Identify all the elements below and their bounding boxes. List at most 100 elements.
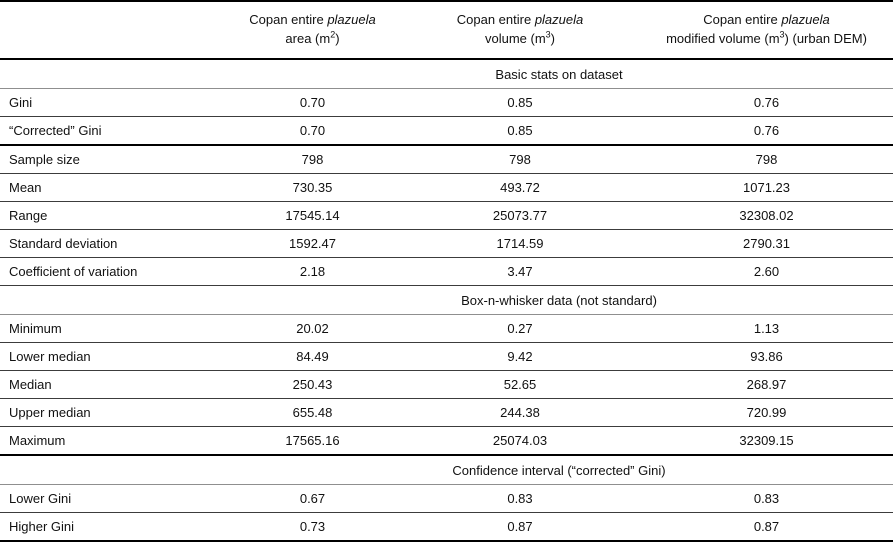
table-body: Basic stats on dataset Gini 0.70 0.85 0.… bbox=[0, 59, 893, 541]
header-row: Copan entire plazuela area (m2) Copan en… bbox=[0, 1, 893, 60]
cell-value: 17565.16 bbox=[225, 426, 400, 456]
cell-value: 0.70 bbox=[225, 116, 400, 146]
cell-value: 798 bbox=[400, 145, 640, 174]
cell-value: 3.47 bbox=[400, 257, 640, 286]
cell-value: 720.99 bbox=[640, 398, 893, 427]
cell-value: 32309.15 bbox=[640, 426, 893, 456]
table-row-mean: Mean 730.35 493.72 1071.23 bbox=[0, 173, 893, 202]
header-superscript: 3 bbox=[545, 29, 551, 40]
table-row-coefficient-of-variation: Coefficient of variation 2.18 3.47 2.60 bbox=[0, 257, 893, 286]
cell-value: 17545.14 bbox=[225, 201, 400, 230]
cell-value: 2.60 bbox=[640, 257, 893, 286]
row-label: Lower Gini bbox=[0, 484, 225, 513]
table-row-upper-median: Upper median 655.48 244.38 720.99 bbox=[0, 398, 893, 427]
header-text: Copan entire bbox=[249, 12, 328, 28]
cell-value: 655.48 bbox=[225, 398, 400, 427]
table-header: Copan entire plazuela area (m2) Copan en… bbox=[0, 1, 893, 60]
row-label: Coefficient of variation bbox=[0, 257, 225, 286]
header-superscript: 3 bbox=[779, 29, 785, 40]
cell-value: 2790.31 bbox=[640, 229, 893, 258]
table-row-higher-gini: Higher Gini 0.73 0.87 0.87 bbox=[0, 513, 893, 542]
section-header-basic-stats: Basic stats on dataset bbox=[0, 59, 893, 89]
cell-value: 1714.59 bbox=[400, 229, 640, 258]
cell-value: 0.27 bbox=[400, 314, 640, 343]
table-row-sample-size: Sample size 798 798 798 bbox=[0, 145, 893, 174]
row-label: Upper median bbox=[0, 398, 225, 427]
section-spacer-cell bbox=[0, 455, 225, 485]
cell-value: 730.35 bbox=[225, 173, 400, 202]
section-header-box-n-whisker: Box-n-whisker data (not standard) bbox=[0, 285, 893, 315]
header-text: area (m bbox=[285, 31, 331, 46]
column-header-modified-volume: Copan entire plazuela modified volume (m… bbox=[640, 1, 893, 60]
cell-value: 0.73 bbox=[299, 519, 326, 534]
cell-value: 84.49 bbox=[225, 342, 400, 371]
header-text: ) bbox=[550, 31, 556, 46]
cell-value: 1071.23 bbox=[640, 173, 893, 202]
cell-value: 0.76 bbox=[640, 116, 893, 146]
cell-value: 9.42 bbox=[400, 342, 640, 371]
cell-value: 1.13 bbox=[640, 314, 893, 343]
row-label: Gini bbox=[0, 88, 225, 117]
cell-value: 0.87 bbox=[753, 519, 780, 534]
table-row-standard-deviation: Standard deviation 1592.47 1714.59 2790.… bbox=[0, 229, 893, 258]
cell-value: 32308.02 bbox=[640, 201, 893, 230]
header-text: ) (urban DEM) bbox=[784, 31, 867, 46]
cell-value: 93.86 bbox=[640, 342, 893, 371]
header-text: Copan entire bbox=[703, 12, 782, 28]
section-title: Confidence interval (“corrected” Gini) bbox=[225, 455, 893, 485]
header-italic-plazuela: plazuela bbox=[534, 12, 584, 28]
table-row-range: Range 17545.14 25073.77 32308.02 bbox=[0, 201, 893, 230]
cell-value: 493.72 bbox=[400, 173, 640, 202]
cell-value: 0.76 bbox=[640, 88, 893, 117]
table-row-lower-gini: Lower Gini 0.67 0.83 0.83 bbox=[0, 484, 893, 513]
cell-value: 0.85 bbox=[400, 116, 640, 146]
table-row-gini: Gini 0.70 0.85 0.76 bbox=[0, 88, 893, 117]
section-title: Basic stats on dataset bbox=[225, 59, 893, 89]
cell-value: 0.67 bbox=[225, 484, 400, 513]
row-label: “Corrected” Gini bbox=[0, 116, 225, 146]
header-superscript: 2 bbox=[330, 29, 336, 40]
column-header-volume: Copan entire plazuela volume (m3) bbox=[400, 1, 640, 60]
cell-value: 244.38 bbox=[400, 398, 640, 427]
cell-value: 268.97 bbox=[640, 370, 893, 399]
row-label: Lower median bbox=[0, 342, 225, 371]
header-italic-plazuela: plazuela bbox=[781, 12, 830, 28]
table-row-median: Median 250.43 52.65 268.97 bbox=[0, 370, 893, 399]
cell-value: 25074.03 bbox=[400, 426, 640, 456]
cell-value: 0.83 bbox=[400, 484, 640, 513]
cell-value: 2.18 bbox=[225, 257, 400, 286]
cell-value: 250.43 bbox=[225, 370, 400, 399]
row-label: Standard deviation bbox=[0, 229, 225, 258]
cell-value: 20.02 bbox=[225, 314, 400, 343]
row-label: Range bbox=[0, 201, 225, 230]
header-text: volume (m bbox=[484, 31, 546, 46]
row-label: Maximum bbox=[0, 426, 225, 456]
table-row-corrected-gini: “Corrected” Gini 0.70 0.85 0.76 bbox=[0, 116, 893, 146]
cell-value: 1592.47 bbox=[225, 229, 400, 258]
cell-value: 0.83 bbox=[640, 484, 893, 513]
header-text: modified volume (m bbox=[666, 31, 780, 46]
row-label: Minimum bbox=[0, 314, 225, 343]
header-empty-cell bbox=[0, 1, 225, 60]
cell-value: 0.70 bbox=[225, 88, 400, 117]
table-row-maximum: Maximum 17565.16 25074.03 32309.15 bbox=[0, 426, 893, 456]
cell-value: 798 bbox=[640, 145, 893, 174]
section-title: Box-n-whisker data (not standard) bbox=[225, 285, 893, 315]
section-spacer-cell bbox=[0, 59, 225, 89]
cell-value: 52.65 bbox=[400, 370, 640, 399]
header-text: ) bbox=[335, 31, 340, 46]
row-label: Mean bbox=[0, 173, 225, 202]
cell-value: 0.85 bbox=[400, 88, 640, 117]
section-spacer-cell bbox=[0, 285, 225, 315]
row-label: Median bbox=[0, 370, 225, 399]
header-text: Copan entire bbox=[456, 12, 535, 28]
table-row-lower-median: Lower median 84.49 9.42 93.86 bbox=[0, 342, 893, 371]
cell-value: 798 bbox=[225, 145, 400, 174]
cell-value: 0.87 bbox=[507, 519, 533, 534]
section-header-confidence-interval: Confidence interval (“corrected” Gini) bbox=[0, 455, 893, 485]
column-header-area: Copan entire plazuela area (m2) bbox=[225, 1, 400, 60]
table-row-minimum: Minimum 20.02 0.27 1.13 bbox=[0, 314, 893, 343]
header-italic-plazuela: plazuela bbox=[327, 12, 376, 28]
row-label: Sample size bbox=[0, 145, 225, 174]
